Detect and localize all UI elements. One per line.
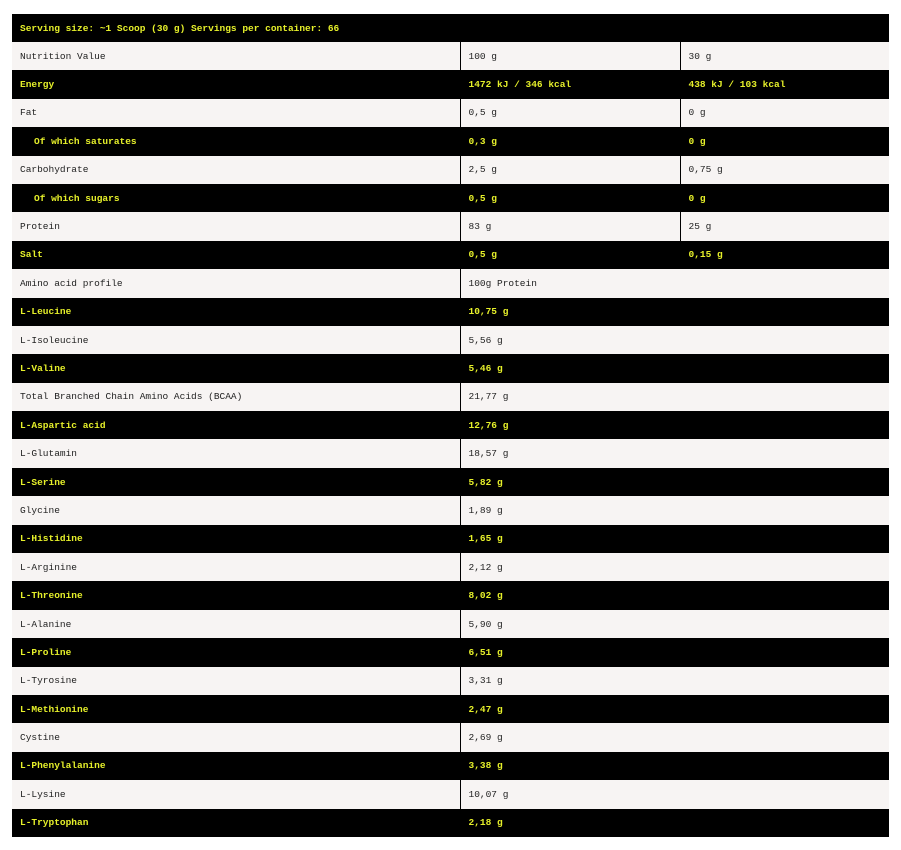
value-per-serving: 0,75 g bbox=[679, 155, 890, 184]
value-per-100g: 1,89 g bbox=[459, 496, 890, 525]
table-row: Nutrition Value 100 g 30 g bbox=[12, 42, 890, 71]
table-row: L-Lysine 10,07 g bbox=[12, 780, 890, 809]
table-row: L-Tryptophan 2,18 g bbox=[12, 808, 890, 837]
value-per-100g: 1,65 g bbox=[459, 524, 890, 554]
value-per-100g: 10,07 g bbox=[459, 780, 890, 809]
nutrient-label: L-Aspartic acid bbox=[12, 411, 460, 440]
value-per-100g: 2,69 g bbox=[459, 723, 890, 752]
nutrient-label: L-Histidine bbox=[12, 524, 460, 554]
value-per-100g: 1472 kJ / 346 kcal bbox=[459, 70, 680, 99]
value-per-serving: 30 g bbox=[679, 42, 890, 71]
value-per-100g: 3,38 g bbox=[459, 751, 890, 781]
value-per-100g: 0,5 g bbox=[459, 98, 680, 128]
table-row: Total Branched Chain Amino Acids (BCAA) 2… bbox=[12, 382, 890, 412]
table-row: L-Glutamin 18,57 g bbox=[12, 439, 890, 468]
table-row: Glycine 1,89 g bbox=[12, 496, 890, 525]
serving-size-header-row: Serving size: ~1 Scoop (30 g) Servings p… bbox=[12, 14, 890, 42]
nutrient-label: L-Glutamin bbox=[12, 439, 460, 468]
value-per-100g: 0,3 g bbox=[459, 127, 680, 156]
value-per-100g: 0,5 g bbox=[459, 240, 680, 270]
table-row: L-Methionine 2,47 g bbox=[12, 694, 890, 724]
nutrient-label: L-Isoleucine bbox=[12, 325, 460, 355]
value-per-100g: 18,57 g bbox=[459, 439, 890, 468]
nutrient-label: L-Lysine bbox=[12, 780, 460, 809]
value-per-100g: 83 g bbox=[459, 212, 680, 241]
value-per-100g: 0,5 g bbox=[459, 183, 680, 213]
value-per-100g: 5,46 g bbox=[459, 354, 890, 383]
table-row: Cystine 2,69 g bbox=[12, 723, 890, 752]
value-per-serving: 25 g bbox=[679, 212, 890, 241]
nutrient-label: L-Serine bbox=[12, 467, 460, 497]
nutrient-label: Glycine bbox=[12, 496, 460, 525]
nutrient-label: L-Leucine bbox=[12, 297, 460, 326]
nutrient-label: Fat bbox=[12, 98, 460, 128]
table-row: L-Isoleucine 5,56 g bbox=[12, 325, 890, 355]
table-row: L-Threonine 8,02 g bbox=[12, 581, 890, 610]
value-per-100g: 5,82 g bbox=[459, 467, 890, 497]
nutrient-label: L-Valine bbox=[12, 354, 460, 383]
nutrient-label: Of which saturates bbox=[12, 127, 460, 156]
nutrient-label: L-Tyrosine bbox=[12, 666, 460, 695]
value-per-100g: 12,76 g bbox=[459, 411, 890, 440]
nutrient-label: Protein bbox=[12, 212, 460, 241]
table-row: Protein 83 g 25 g bbox=[12, 212, 890, 241]
value-per-serving: 0 g bbox=[679, 98, 890, 128]
nutrient-label: Energy bbox=[12, 70, 460, 99]
table-row: L-Serine 5,82 g bbox=[12, 467, 890, 497]
nutrient-label: L-Proline bbox=[12, 638, 460, 667]
nutrient-label: Of which sugars bbox=[12, 183, 460, 213]
nutrient-label: Total Branched Chain Amino Acids (BCAA) bbox=[12, 382, 460, 412]
table-row: L-Phenylalanine 3,38 g bbox=[12, 751, 890, 781]
table-row: L-Alanine 5,90 g bbox=[12, 609, 890, 639]
table-row: Salt 0,5 g 0,15 g bbox=[12, 240, 890, 270]
value-per-100g: 5,90 g bbox=[459, 609, 890, 639]
value-per-100g: 3,31 g bbox=[459, 666, 890, 695]
value-per-100g: 100 g bbox=[459, 42, 680, 71]
table-row: L-Arginine 2,12 g bbox=[12, 553, 890, 582]
nutrient-label: L-Arginine bbox=[12, 553, 460, 582]
value-per-100g: 2,18 g bbox=[459, 808, 890, 837]
table-row: L-Proline 6,51 g bbox=[12, 638, 890, 667]
value-per-100g: 21,77 g bbox=[459, 382, 890, 412]
table-row: L-Tyrosine 3,31 g bbox=[12, 666, 890, 695]
value-per-100g: 2,12 g bbox=[459, 553, 890, 582]
value-per-100g: 2,47 g bbox=[459, 694, 890, 724]
nutrition-table: Serving size: ~1 Scoop (30 g) Servings p… bbox=[12, 14, 890, 837]
nutrient-label: L-Methionine bbox=[12, 694, 460, 724]
value-per-100g: 100g Protein bbox=[459, 269, 890, 298]
table-row: Amino acid profile 100g Protein bbox=[12, 269, 890, 298]
table-row: L-Histidine 1,65 g bbox=[12, 524, 890, 554]
nutrient-label: Nutrition Value bbox=[12, 42, 460, 71]
nutrient-label: Amino acid profile bbox=[12, 269, 460, 298]
value-per-100g: 2,5 g bbox=[459, 155, 680, 184]
value-per-serving: 438 kJ / 103 kcal bbox=[679, 70, 890, 99]
table-row: L-Valine 5,46 g bbox=[12, 354, 890, 383]
value-per-serving: 0 g bbox=[679, 127, 890, 156]
nutrient-label: L-Tryptophan bbox=[12, 808, 460, 837]
value-per-serving: 0,15 g bbox=[679, 240, 890, 270]
nutrient-label: L-Threonine bbox=[12, 581, 460, 610]
nutrient-label: L-Alanine bbox=[12, 609, 460, 639]
nutrient-label: Cystine bbox=[12, 723, 460, 752]
serving-size-text: Serving size: ~1 Scoop (30 g) Servings p… bbox=[12, 14, 890, 42]
table-row: L-Leucine 10,75 g bbox=[12, 297, 890, 326]
value-per-100g: 5,56 g bbox=[459, 325, 890, 355]
value-per-100g: 8,02 g bbox=[459, 581, 890, 610]
nutrient-label: Salt bbox=[12, 240, 460, 270]
table-row: L-Aspartic acid 12,76 g bbox=[12, 411, 890, 440]
table-row: Carbohydrate 2,5 g 0,75 g bbox=[12, 155, 890, 184]
table-row: Energy 1472 kJ / 346 kcal 438 kJ / 103 kca… bbox=[12, 70, 890, 99]
value-per-100g: 6,51 g bbox=[459, 638, 890, 667]
nutrient-label: L-Phenylalanine bbox=[12, 751, 460, 781]
nutrient-label: Carbohydrate bbox=[12, 155, 460, 184]
value-per-100g: 10,75 g bbox=[459, 297, 890, 326]
value-per-serving: 0 g bbox=[679, 183, 890, 213]
